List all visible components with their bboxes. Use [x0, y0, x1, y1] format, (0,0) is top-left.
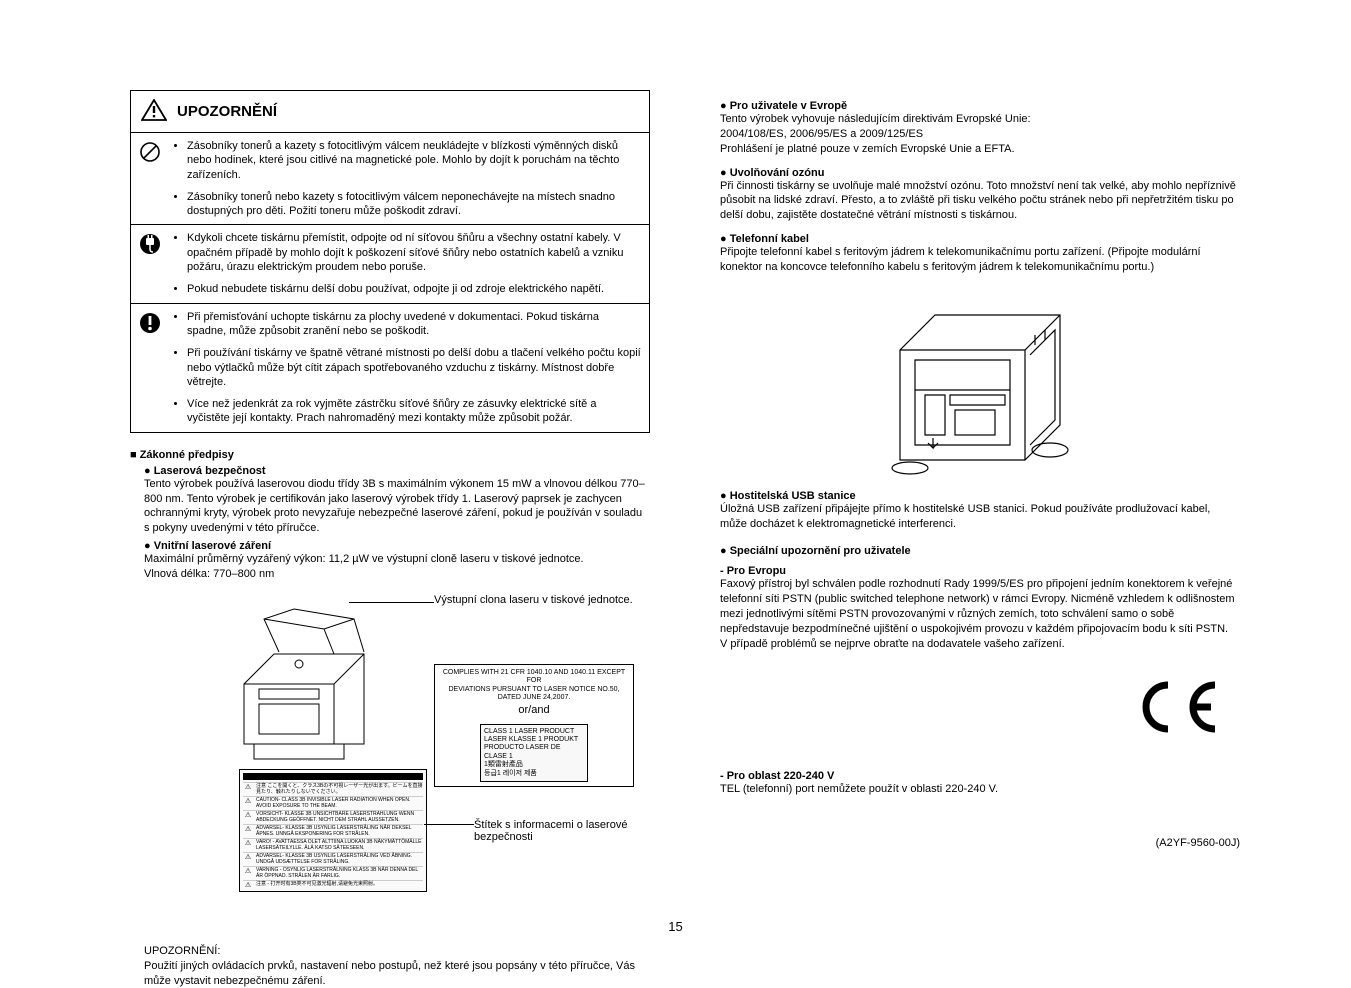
- footer-warning-head: UPOZORNĚNÍ:: [144, 944, 650, 959]
- plug-icon: [139, 231, 161, 296]
- v220-body: TEL (telefonní) port nemůžete použít v o…: [720, 782, 1240, 797]
- ozone-heading: ● Uvolňování ozónu: [720, 167, 1240, 179]
- laser-safety-body: Tento výrobek používá laserovou diodu tř…: [144, 477, 650, 536]
- v220-heading: - Pro oblast 220-240 V: [720, 770, 1240, 782]
- legal-heading: ■ Zákonné předpisy: [130, 449, 650, 461]
- internal-laser-body2: Vlnová délka: 770–800 nm: [144, 567, 650, 582]
- document-code: (A2YF-9560-00J): [720, 837, 1240, 849]
- footer-warning: UPOZORNĚNÍ: Použití jiných ovládacích pr…: [144, 944, 650, 988]
- warning-bullet: Při používání tiskárny ve špatně větrané…: [187, 346, 641, 389]
- laser-safety-heading: ● Laserová bezpečnost: [144, 465, 650, 477]
- europe-subheading: - Pro Evropu: [720, 565, 1240, 577]
- phone-cable-body: Připojte telefonní kabel s feritovým jád…: [720, 245, 1240, 275]
- diagram-label-sticker: Štítek s informacemi o laserové bezpečno…: [474, 819, 650, 843]
- safety-label: ⚠注意 ここを開くと、クラス3Bの不可視レーザー光が出ます。ビームを直接見たり、…: [239, 769, 427, 892]
- or-and-text: or/and: [439, 704, 629, 717]
- laser-diagram: Výstupní clona laseru v tiskové jednotce…: [144, 594, 650, 914]
- warning-bullet: Pokud nebudete tiskárnu delší dobu použí…: [187, 282, 641, 296]
- usb-body: Úložná USB zařízení připájejte přímo k h…: [720, 502, 1240, 532]
- safety-label-row: ⚠注意 - 打开时有3B类不可见激光辐射,请避免光束照射。: [243, 880, 423, 890]
- safety-label-row: ⚠VORSICHT- KLASSE 3B UNSICHTBARE LASERST…: [243, 810, 423, 823]
- warning-row-2: Kdykoli chcete tiskárnu přemístit, odpoj…: [131, 225, 649, 303]
- warning-bullet: Kdykoli chcete tiskárnu přemístit, odpoj…: [187, 231, 641, 274]
- safety-label-row: ⚠VARNING - OSYNLIG LASERSTRÅLNING KLASS …: [243, 866, 423, 879]
- safety-label-header: [243, 773, 423, 781]
- warning-header: UPOZORNĚNÍ: [131, 91, 649, 133]
- europe-body: Faxový přístroj byl schválen podle rozho…: [720, 577, 1240, 651]
- special-notice-heading: ● Speciální upozornění pro uživatele: [720, 545, 1240, 557]
- internal-laser-body1: Maximální průměrný vyzářený výkon: 11,2 …: [144, 552, 650, 567]
- warning-bullet: Zásobníky tonerů a kazety s fotocitlivým…: [187, 139, 641, 182]
- safety-label-row: ⚠CAUTION- CLASS 3B INVISIBLE LASER RADIA…: [243, 796, 423, 809]
- warning-box: UPOZORNĚNÍ Zásobníky tonerů a kazety s f…: [130, 90, 650, 433]
- safety-label-row: ⚠ADVARSEL- KLASSE 3B USYNLIG LASERSTRÅLI…: [243, 824, 423, 837]
- diagram-leader-line: [424, 824, 474, 825]
- eu-users-body: Tento výrobek vyhovuje následujícím dire…: [720, 112, 1240, 157]
- page-number: 15: [0, 919, 1351, 934]
- compliance-text: DEVIATIONS PURSUANT TO LASER NOTICE NO.5…: [439, 686, 629, 703]
- safety-label-row: ⚠ADVARSEL- KLASSE 3B USYNLIG LASERSTRÅLI…: [243, 852, 423, 865]
- printer-open-icon: [224, 604, 394, 764]
- internal-laser-heading: ● Vnitřní laserové záření: [144, 540, 650, 552]
- warning-row-3: Při přemisťování uchopte tiskárnu za plo…: [131, 304, 649, 432]
- eu-users-heading: ● Pro uživatele v Evropě: [720, 100, 1240, 112]
- diagram-label-aperture: Výstupní clona laseru v tiskové jednotce…: [434, 594, 633, 606]
- mandatory-icon: [139, 310, 161, 426]
- warning-bullet: Více než jedenkrát za rok vyjměte zástrč…: [187, 397, 641, 426]
- warning-title: UPOZORNĚNÍ: [177, 103, 277, 120]
- footer-warning-body: Použití jiných ovládacích prvků, nastave…: [144, 959, 650, 988]
- usb-heading: ● Hostitelská USB stanice: [720, 490, 1240, 502]
- ozone-body: Při činnosti tiskárny se uvolňuje malé m…: [720, 179, 1240, 224]
- safety-label-row: ⚠注意 ここを開くと、クラス3Bの不可視レーザー光が出ます。ビームを直接見たり、…: [243, 782, 423, 795]
- safety-label-row: ⚠주의 - 열리면 등급 3B 비가시 레이저 방사선이 방출됩니다. 광선에 …: [243, 891, 423, 892]
- ce-mark-icon: [720, 677, 1240, 740]
- compliance-label: COMPLIES WITH 21 CFR 1040.10 AND 1040.11…: [434, 664, 634, 787]
- prohibition-icon: [139, 139, 161, 218]
- laser-class-box: CLASS 1 LASER PRODUCT LASER KLASSE 1 PRO…: [480, 724, 588, 782]
- warning-bullet: Zásobníky tonerů nebo kazety s fotocitli…: [187, 190, 641, 219]
- printer-rear-icon: [875, 290, 1085, 480]
- safety-label-row: ⚠VARO! - AVATTAESSA OLET ALTTIINA LUOKAN…: [243, 838, 423, 851]
- compliance-text: COMPLIES WITH 21 CFR 1040.10 AND 1040.11…: [439, 669, 629, 686]
- warning-bullet: Při přemisťování uchopte tiskárnu za plo…: [187, 310, 641, 339]
- warning-row-1: Zásobníky tonerů a kazety s fotocitlivým…: [131, 133, 649, 225]
- phone-cable-heading: ● Telefonní kabel: [720, 233, 1240, 245]
- warning-triangle-icon: [141, 99, 167, 124]
